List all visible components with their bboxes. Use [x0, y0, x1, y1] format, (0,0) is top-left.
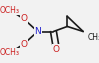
Text: OCH₃: OCH₃: [0, 6, 20, 15]
Text: O: O: [20, 40, 27, 49]
Text: N: N: [34, 27, 41, 36]
Text: O: O: [20, 14, 27, 23]
Text: CH₃: CH₃: [88, 33, 99, 42]
Text: OCH₃: OCH₃: [0, 48, 20, 57]
Text: O: O: [53, 45, 60, 54]
